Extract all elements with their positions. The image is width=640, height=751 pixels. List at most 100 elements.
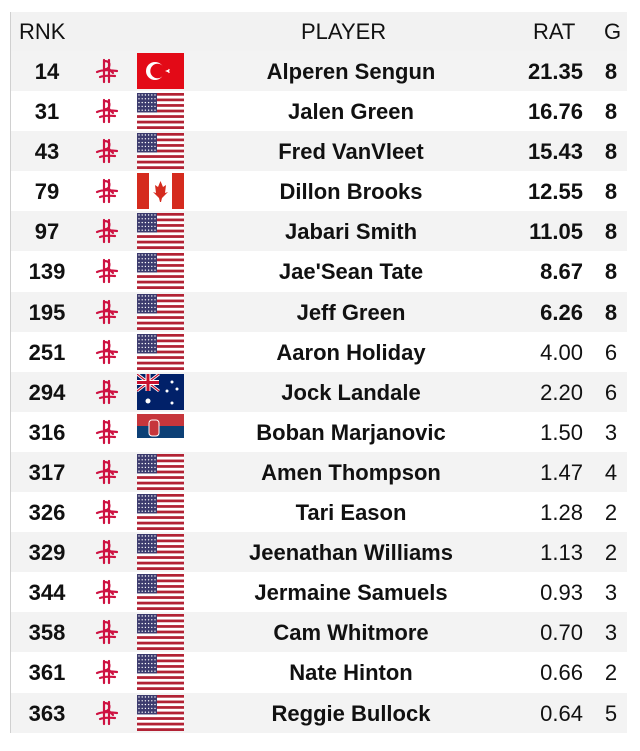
table-row[interactable]: 251 Aaron Holiday 4.00 6: [11, 331, 627, 372]
player-name-link[interactable]: Jock Landale: [281, 379, 421, 405]
games-cell: 4: [604, 459, 618, 485]
table-row[interactable]: 195 Jeff Green 6.26 8: [11, 291, 627, 332]
rockets-logo-icon: [93, 458, 121, 486]
usa-flag-icon: [137, 534, 184, 571]
player-name-link[interactable]: Aaron Holiday: [276, 339, 426, 365]
rank-cell: 294: [28, 379, 66, 405]
table-row[interactable]: 317 Amen Thompson 1.47 4: [11, 451, 627, 493]
player-name-link[interactable]: Jeenathan Williams: [249, 540, 453, 566]
table-row[interactable]: 43 Fred VanVleet 15.43 8: [11, 131, 627, 172]
canada-flag-icon: [137, 173, 184, 210]
rockets-logo-icon: [93, 618, 121, 646]
table-row[interactable]: 139 Jae'Sean Tate 8.67 8: [11, 251, 627, 292]
games-cell: 2: [604, 540, 618, 566]
table-body: 14 Alperen Sengun 21.35 8 31 Jalen Green …: [11, 51, 627, 733]
table-row[interactable]: 344 Jermaine Samuels 0.93 3: [11, 572, 627, 613]
games-cell: 2: [604, 660, 618, 686]
player-name-link[interactable]: Nate Hinton: [289, 660, 413, 686]
table-header: RNK PLAYER RAT G: [11, 12, 627, 51]
usa-flag-icon: [137, 614, 184, 651]
player-name-link[interactable]: Tari Eason: [295, 500, 407, 526]
rating-cell: 1.47: [540, 459, 583, 485]
table-row[interactable]: 329 Jeenathan Williams 1.13 2: [11, 532, 627, 573]
rating-cell: 11.05: [529, 219, 583, 245]
rank-cell: 326: [28, 500, 66, 526]
rockets-logo-icon: [93, 338, 121, 366]
usa-flag-icon: [137, 213, 184, 250]
player-name-link[interactable]: Boban Marjanovic: [256, 419, 446, 445]
rating-cell: 0.64: [540, 700, 583, 726]
table-row[interactable]: 294 Jock Landale 2.20 6: [11, 371, 627, 412]
games-cell: 2: [604, 500, 618, 526]
serbia-flag-icon: [137, 413, 184, 450]
rating-cell: 0.66: [540, 660, 583, 686]
header-player[interactable]: PLAYER: [301, 19, 387, 44]
player-name-link[interactable]: Jeff Green: [296, 299, 406, 325]
player-name-link[interactable]: Jermaine Samuels: [254, 580, 448, 606]
header-rating[interactable]: RAT: [533, 19, 576, 44]
rockets-logo-icon: [93, 378, 121, 406]
rating-cell: 1.13: [540, 540, 583, 566]
rating-cell: 21.35: [527, 59, 583, 84]
rank-cell: 139: [28, 259, 66, 285]
rating-cell: 16.76: [527, 99, 583, 125]
usa-flag-icon: [137, 333, 184, 370]
table-row[interactable]: 97 Jabari Smith 11.05 8: [11, 211, 627, 252]
australia-flag-icon: [136, 372, 184, 410]
games-cell: 8: [604, 179, 618, 205]
usa-flag-icon: [137, 574, 184, 611]
player-name-link[interactable]: Reggie Bullock: [271, 700, 431, 726]
rockets-logo-icon: [93, 257, 121, 285]
usa-flag-icon: [137, 93, 184, 130]
usa-flag-icon: [137, 293, 184, 330]
player-name-link[interactable]: Jae'Sean Tate: [278, 259, 424, 285]
usa-flag-icon: [137, 494, 184, 531]
rockets-logo-icon: [93, 658, 121, 686]
games-cell: 3: [604, 580, 618, 606]
player-name-link[interactable]: Dillon Brooks: [279, 179, 423, 205]
rating-cell: 4.00: [540, 339, 583, 365]
table-row[interactable]: 31 Jalen Green 16.76 8: [11, 91, 627, 132]
rank-cell: 316: [28, 419, 66, 445]
games-cell: 3: [604, 620, 618, 646]
rating-cell: 15.43: [527, 139, 583, 165]
player-name-link[interactable]: Jabari Smith: [284, 219, 418, 245]
games-cell: 8: [604, 139, 618, 165]
table-row[interactable]: 363 Reggie Bullock 0.64 5: [11, 692, 627, 733]
usa-flag-icon: [137, 654, 184, 691]
table-row[interactable]: 14 Alperen Sengun 21.35 8: [11, 51, 627, 92]
player-name-link[interactable]: Jalen Green: [288, 99, 414, 125]
table-row[interactable]: 79 Dillon Brooks 12.55 8: [11, 171, 627, 212]
rockets-logo-icon: [93, 699, 121, 727]
usa-flag-icon: [137, 133, 184, 170]
player-name-link[interactable]: Alperen Sengun: [266, 59, 436, 84]
usa-flag-icon: [137, 253, 184, 290]
usa-flag-icon: [137, 694, 184, 731]
table-row[interactable]: 361 Nate Hinton 0.66 2: [11, 652, 627, 693]
games-cell: 8: [604, 99, 618, 125]
table-row[interactable]: 358 Cam Whitmore 0.70 3: [11, 612, 627, 653]
rockets-logo-icon: [93, 137, 121, 165]
games-cell: 6: [604, 379, 618, 405]
rockets-logo-icon: [93, 298, 121, 326]
rating-cell: 2.20: [540, 379, 583, 405]
table-row[interactable]: 316 Boban Marjanovic 1.50 3: [11, 411, 627, 452]
rating-cell: 6.26: [540, 299, 583, 325]
rank-cell: 344: [28, 580, 66, 606]
header-rank[interactable]: RNK: [19, 19, 66, 44]
rockets-logo-icon: [93, 177, 121, 205]
header-games[interactable]: G: [604, 19, 622, 44]
rank-cell: 317: [28, 459, 66, 485]
rating-cell: 12.55: [527, 179, 583, 205]
player-name-link[interactable]: Cam Whitmore: [273, 620, 429, 646]
rank-cell: 361: [28, 660, 66, 686]
rank-cell: 79: [34, 179, 60, 205]
usa-flag-icon: [137, 453, 184, 491]
games-cell: 6: [604, 339, 618, 365]
table-row[interactable]: 326 Tari Eason 1.28 2: [11, 492, 627, 533]
rating-cell: 1.28: [540, 500, 583, 526]
rank-cell: 195: [28, 299, 66, 325]
games-cell: 3: [604, 419, 618, 445]
player-name-link[interactable]: Amen Thompson: [261, 459, 441, 485]
player-name-link[interactable]: Fred VanVleet: [278, 139, 424, 165]
